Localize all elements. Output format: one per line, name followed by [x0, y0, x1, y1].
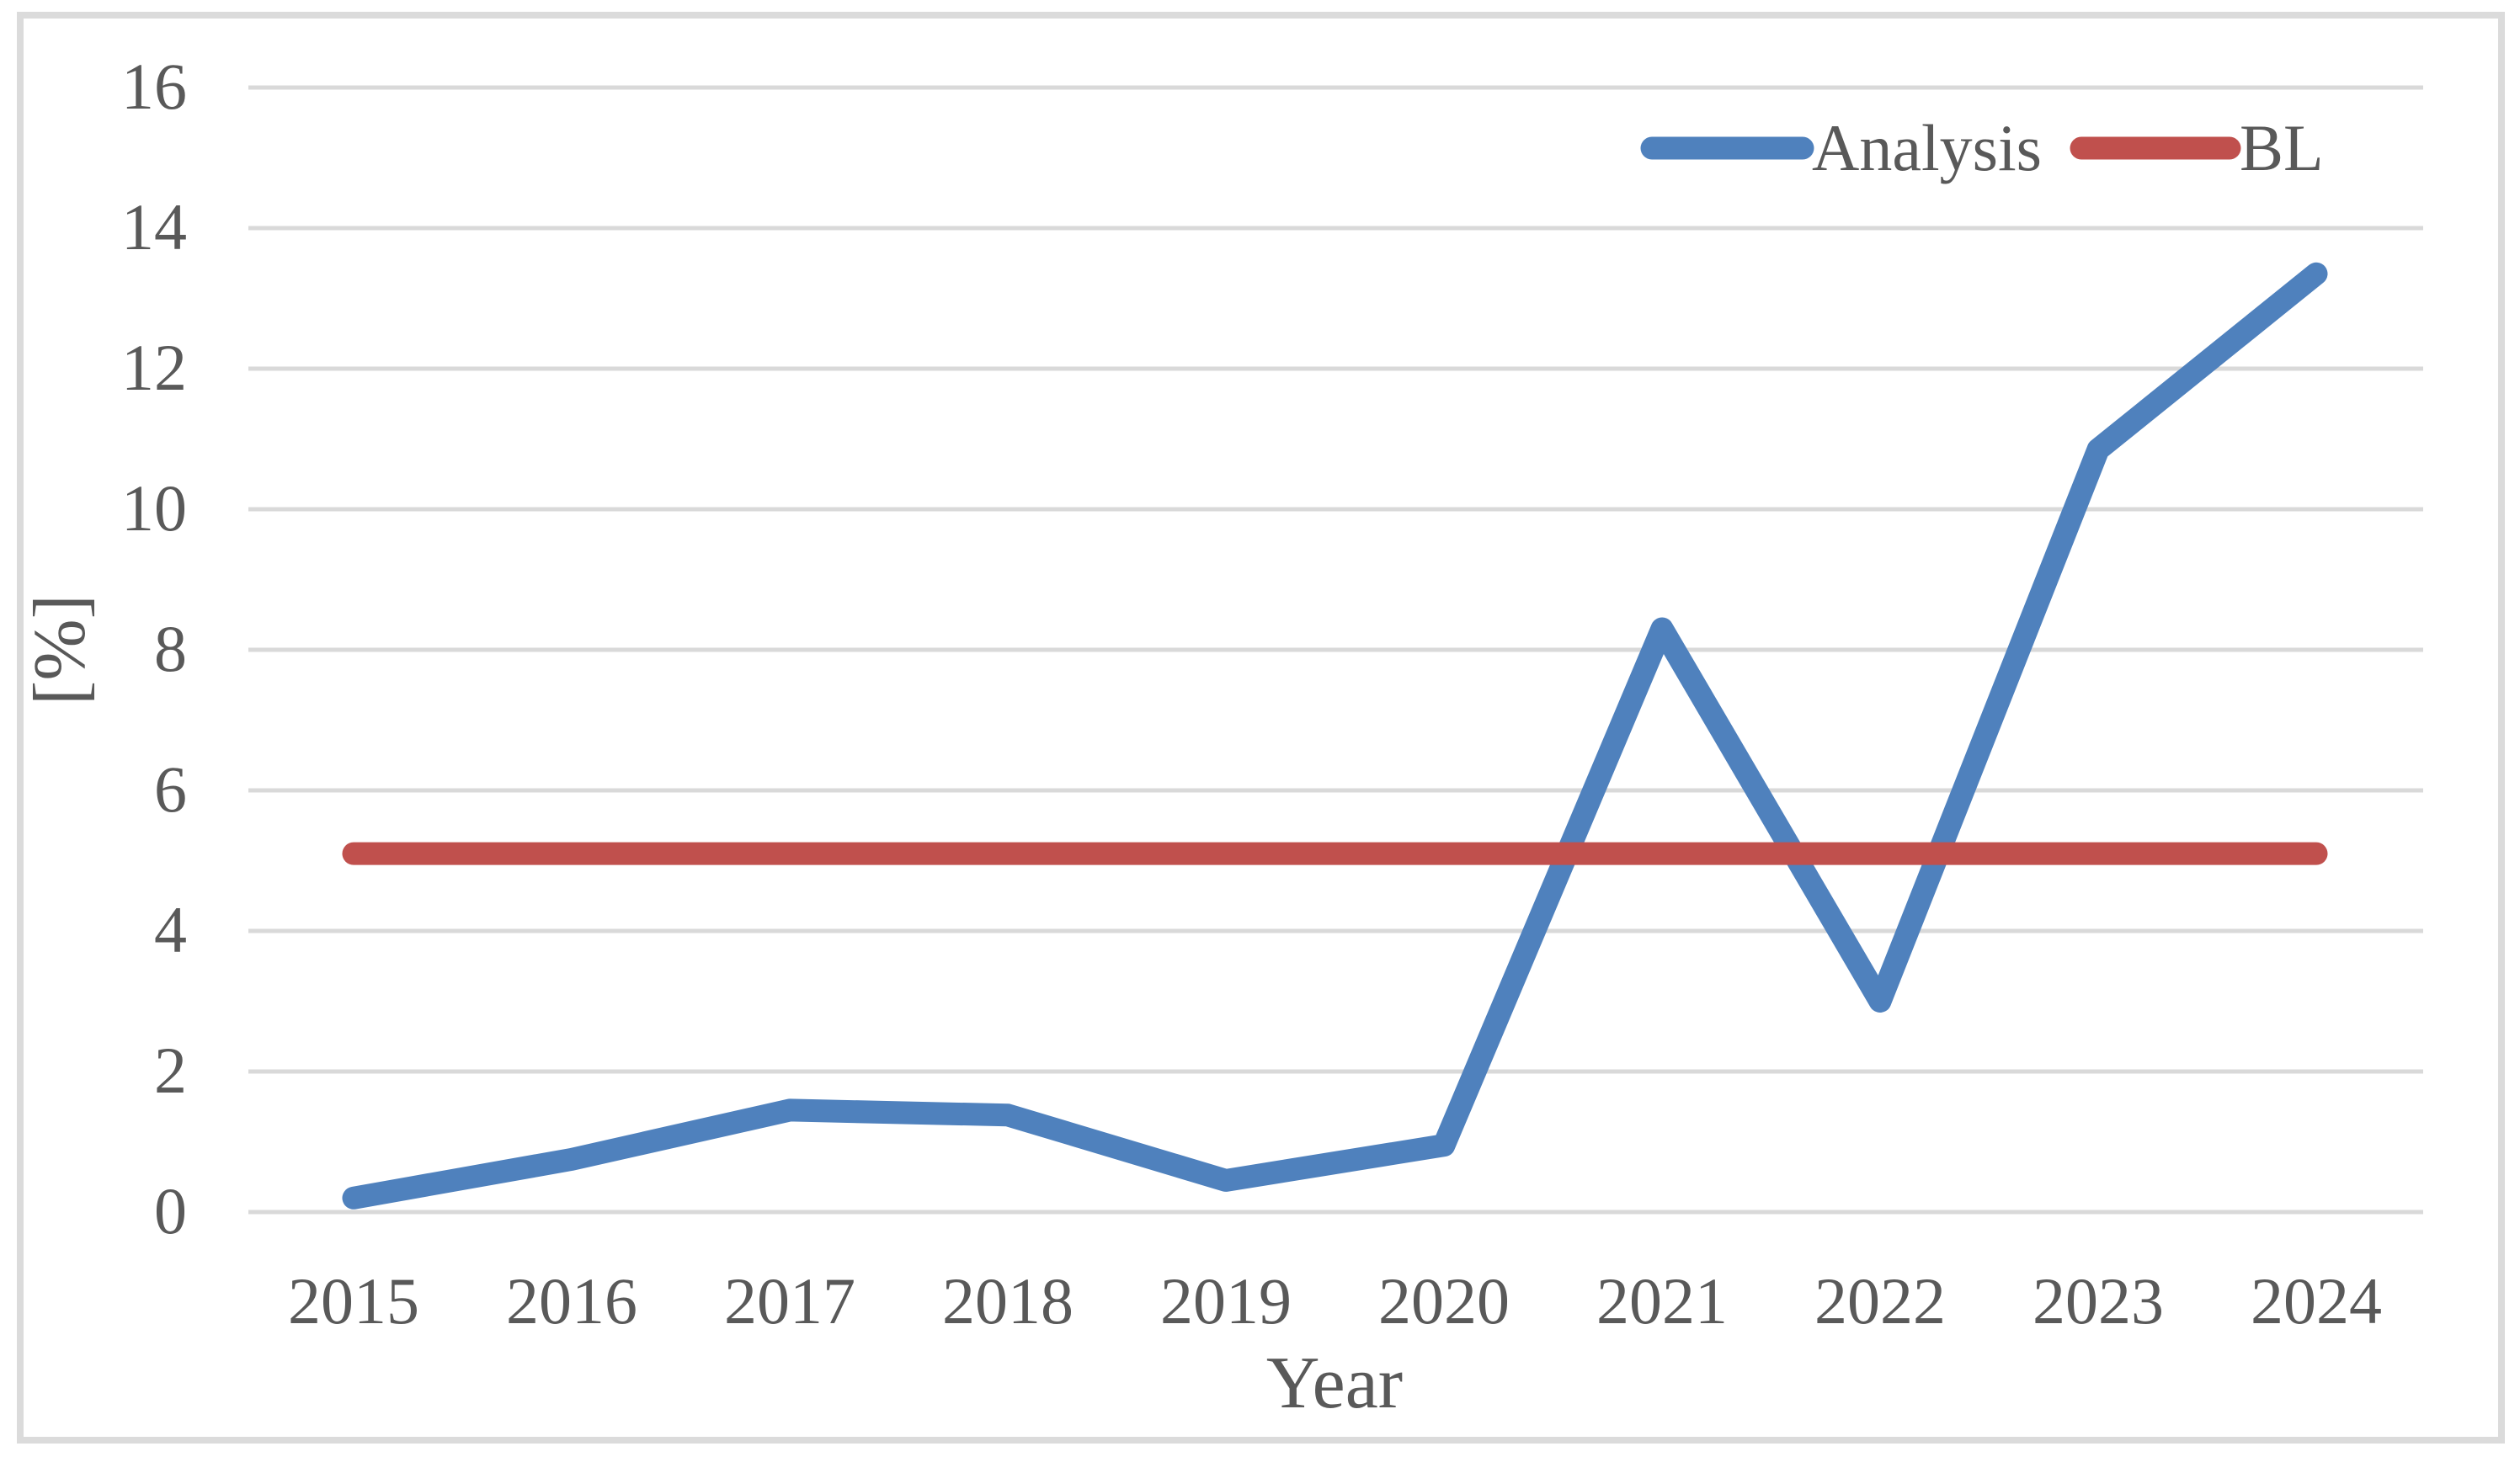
x-tick-label: 2015: [288, 1264, 419, 1337]
legend-bl-label: BL: [2240, 111, 2324, 184]
y-tick-label: 12: [121, 331, 187, 404]
y-tick-label: 0: [154, 1174, 187, 1247]
x-tick-label: 2016: [506, 1264, 637, 1337]
legend-analysis-label: Analysis: [1812, 111, 2042, 184]
x-tick-label: 2022: [1814, 1264, 1946, 1337]
x-tick-label: 2024: [2251, 1264, 2382, 1337]
x-tick-label: 2018: [942, 1264, 1074, 1337]
x-tick-label: 2023: [2033, 1264, 2164, 1337]
legend: Analysis BL: [1640, 111, 2324, 184]
x-axis-title: Year: [1266, 1343, 1403, 1424]
y-tick-label: 6: [154, 752, 187, 826]
y-axis-title: [%]: [19, 594, 101, 705]
y-tick-label: 8: [154, 612, 187, 685]
y-tick-label: 4: [154, 893, 187, 966]
plot-area: 0 2 4 6 8 10 12 14 16 2015 2016 2017 2018 2019 2020 202…: [121, 50, 2423, 1337]
y-tick-label: 14: [121, 190, 187, 263]
y-tick-label: 16: [121, 50, 187, 123]
x-tick-label: 2019: [1160, 1264, 1292, 1337]
analysis-series-line: [342, 262, 2328, 1210]
chart-outer-frame: [17, 12, 2505, 1444]
x-tick-label: 2020: [1378, 1264, 1510, 1337]
y-tick-label: 2: [154, 1034, 187, 1107]
y-tick-label: 10: [121, 471, 187, 545]
x-tick-label: 2021: [1596, 1264, 1728, 1337]
x-tick-label: 2017: [724, 1264, 855, 1337]
